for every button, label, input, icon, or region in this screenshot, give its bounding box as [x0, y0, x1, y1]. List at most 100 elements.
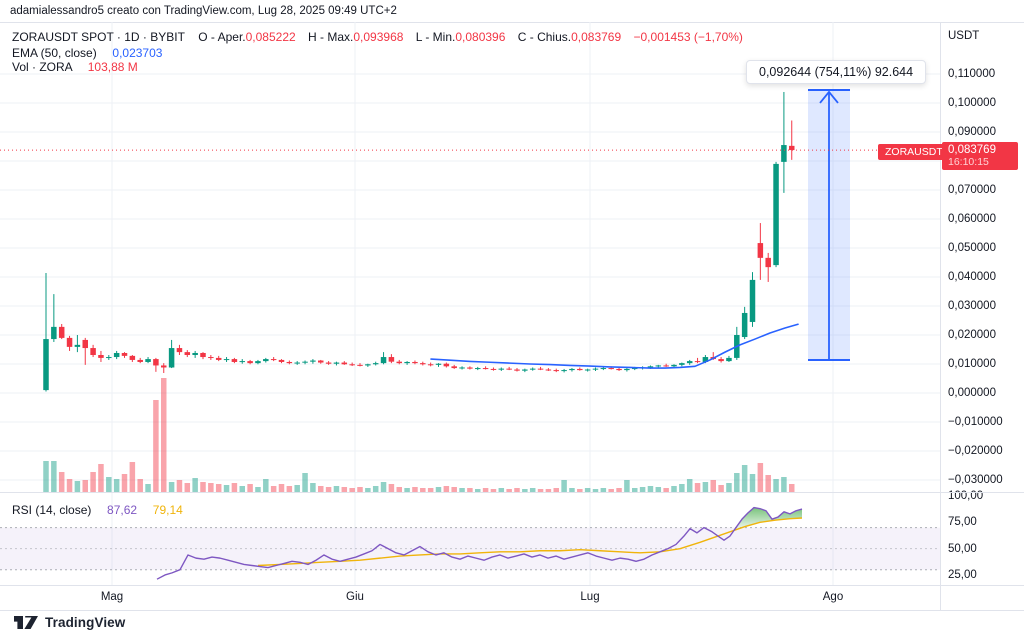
volume-bar	[561, 480, 567, 492]
volume-bar	[569, 488, 575, 492]
candle-body	[655, 365, 662, 367]
price-axis-tick: 0,030000	[948, 300, 996, 312]
candle-body	[231, 359, 238, 362]
candle-body	[255, 361, 261, 364]
volume-bar	[121, 474, 128, 492]
volume-bar	[475, 489, 481, 492]
volume-legend-row[interactable]: Vol · ZORA 103,88 M	[12, 60, 138, 74]
candle-body	[600, 368, 607, 370]
price-axis-tick: −0,010000	[948, 416, 1003, 428]
volume-bar	[679, 484, 685, 492]
volume-bar	[176, 480, 183, 492]
ema-label: EMA (50, close)	[12, 46, 97, 60]
time-axis-top-border	[0, 585, 1024, 586]
candle-body	[608, 368, 614, 370]
candle-body	[686, 361, 693, 364]
symbol-title: ZORAUSDT SPOT · 1D · BYBIT	[12, 30, 185, 44]
candle-body	[514, 369, 520, 371]
volume-bar	[482, 488, 489, 492]
volume-bar	[43, 461, 49, 492]
volume-bar	[522, 489, 528, 492]
volume-bar	[200, 482, 206, 492]
candle-body	[192, 352, 198, 356]
rsi-axis-tick: 25,00	[948, 568, 977, 581]
rsi-ma-line	[257, 517, 803, 567]
candle-body	[129, 355, 136, 360]
candle-body	[318, 360, 324, 363]
volume-bar	[74, 481, 81, 492]
candle-body	[184, 352, 191, 356]
candle-body	[679, 363, 685, 365]
candle-body	[529, 368, 536, 370]
volume-bar	[341, 487, 348, 492]
volume-bar	[577, 489, 583, 492]
symbol-legend-row[interactable]: ZORAUSDT SPOT · 1D · BYBIT O - Aper.0,08…	[12, 30, 743, 44]
volume-bar	[153, 400, 159, 492]
volume-bar	[325, 487, 332, 492]
candle-body	[98, 355, 104, 358]
candle-body	[522, 369, 528, 371]
volume-bar	[655, 487, 662, 492]
candle-body	[789, 145, 795, 151]
candle-body	[671, 364, 677, 367]
rsi-value: 87,62	[107, 503, 138, 517]
price-line-symbol-flag[interactable]: ZORAUSDT	[878, 144, 950, 160]
volume-bar	[208, 483, 214, 492]
price-axis-tick: 0,090000	[948, 126, 996, 138]
volume-bar	[529, 488, 536, 492]
candle-body	[420, 363, 426, 365]
candle-body	[278, 359, 285, 362]
open-value: 0,085222	[245, 30, 296, 44]
candle-body	[365, 364, 371, 366]
candle-body	[153, 359, 159, 366]
current-price-value: 0,083769	[948, 144, 996, 156]
volume-bar	[749, 474, 756, 492]
price-axis-border	[940, 22, 941, 610]
volume-bar	[781, 477, 787, 492]
candle-body	[325, 362, 332, 364]
price-axis-tick: 0,040000	[948, 271, 996, 283]
ema-value: 0,023703	[112, 46, 163, 60]
volume-bar	[663, 488, 669, 492]
volume-bar	[537, 489, 544, 492]
candle-body	[82, 339, 88, 349]
volume-bar	[412, 487, 418, 492]
volume-bar	[231, 483, 238, 492]
candle-body	[161, 365, 167, 368]
volume-bar	[435, 487, 442, 492]
rsi-legend-row[interactable]: RSI (14, close) 87,62 79,14	[12, 503, 183, 517]
volume-bar	[223, 485, 230, 492]
volume-bar	[66, 479, 73, 492]
footer-brand[interactable]: TradingView	[13, 615, 125, 630]
volume-bar	[51, 461, 57, 492]
volume-bar	[184, 483, 191, 492]
pane-separator[interactable]	[0, 492, 1024, 493]
volume-bar	[247, 484, 253, 492]
volume-bar	[380, 482, 387, 492]
volume-bar	[789, 484, 795, 492]
attribution-text: adamialessandro5 creato con TradingView.…	[10, 5, 397, 17]
candle-body	[616, 368, 622, 371]
low-label: L - Min.	[415, 30, 456, 44]
volume-bar	[310, 483, 316, 492]
volume-bar	[451, 487, 457, 492]
candle-body	[310, 360, 316, 362]
volume-bar	[686, 479, 693, 492]
volume-bar	[263, 479, 269, 492]
candle-body	[51, 326, 57, 340]
volume-bar	[82, 480, 88, 492]
candle-body	[388, 357, 395, 362]
measure-tooltip: 0,092644 (754,11%) 92.644	[746, 60, 927, 84]
candle-body	[749, 279, 756, 322]
volume-bar	[427, 488, 434, 492]
candle-body	[396, 361, 402, 364]
volume-bar	[286, 486, 293, 492]
volume-bar	[161, 378, 167, 492]
ema-legend-row[interactable]: EMA (50, close) 0,023703	[12, 46, 162, 60]
bar-countdown: 16:10:15	[948, 156, 989, 168]
candle-body	[43, 339, 49, 391]
candle-body	[121, 352, 128, 356]
volume-bar	[584, 488, 591, 492]
